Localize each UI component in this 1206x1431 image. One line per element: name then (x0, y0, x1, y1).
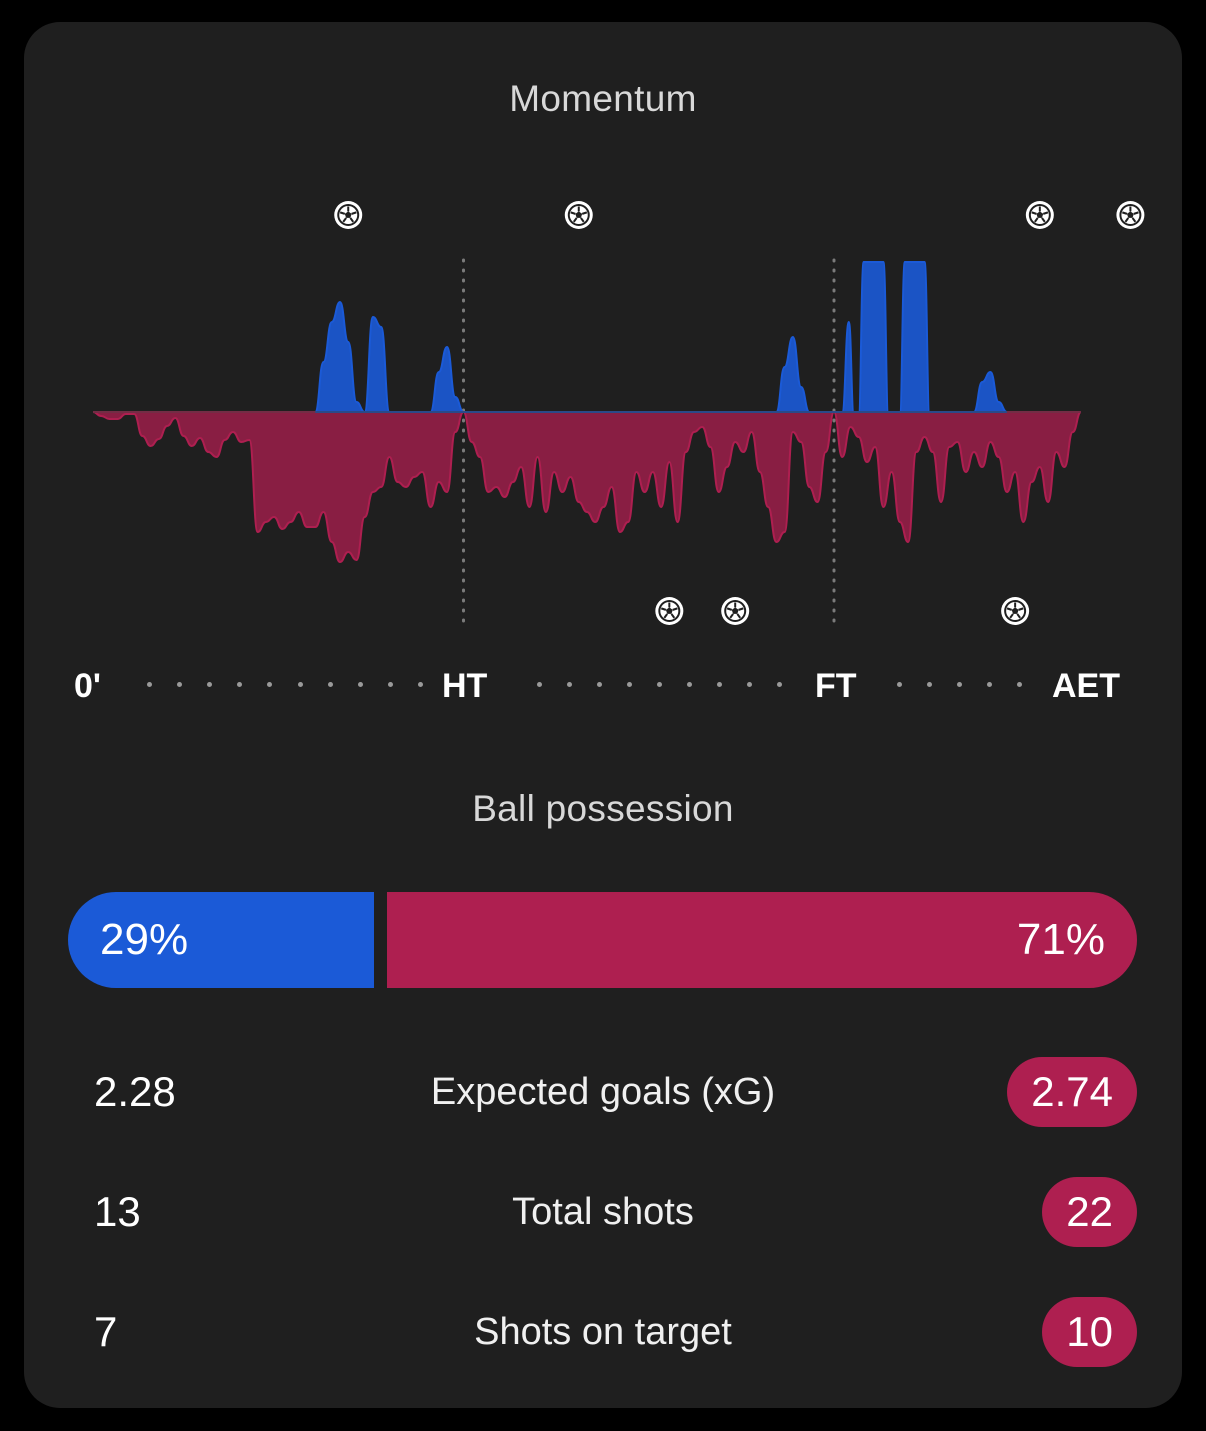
stat-label: Expected goals (xG) (430, 1071, 776, 1113)
timeline-label-half-time: HT (442, 667, 488, 705)
timeline-dot (327, 682, 333, 687)
stat-row-xg: 2.28 Expected goals (xG) 2.74 (0, 1057, 1206, 1127)
stat-row-shots-on-target: 7 Shots on target 10 (0, 1297, 1206, 1367)
timeline-dot (627, 682, 632, 687)
away-goal-soccer-ball-icon (1001, 597, 1030, 625)
possession-bar-away: 71% (387, 892, 1137, 988)
stat-away-badge: 22 (1042, 1177, 1137, 1247)
momentum-area-home (314, 261, 1008, 414)
timeline-dot (297, 682, 303, 687)
stat-label: Shots on target (474, 1311, 732, 1353)
stat-away-badge: 2.74 (1007, 1057, 1137, 1127)
timeline-label-after-extra-time: AET (1052, 667, 1120, 705)
timeline-dot (957, 682, 962, 687)
timeline-dot (687, 682, 692, 687)
stat-label: Total shots (512, 1191, 694, 1233)
timeline-label-full-time: FT (815, 667, 857, 705)
stat-home-value: 7 (94, 1308, 118, 1355)
timeline-dot (717, 682, 722, 687)
momentum-area-away (92, 410, 1082, 564)
timeline-dot (747, 682, 752, 687)
home-goal-soccer-ball-icon (1025, 201, 1054, 229)
match-stats-card (24, 22, 1182, 1408)
stat-home-value: 2.28 (94, 1068, 176, 1115)
momentum-chart (92, 201, 1145, 627)
timeline-dot (567, 682, 572, 687)
timeline-label-start: 0' (74, 667, 101, 705)
timeline-dot (177, 682, 183, 687)
momentum-title: Momentum (509, 78, 697, 119)
home-goal-soccer-ball-icon (334, 201, 363, 229)
away-goal-soccer-ball-icon (721, 597, 750, 625)
possession-bar-home: 29% (68, 892, 374, 988)
timeline-dot (147, 682, 152, 687)
stat-home-value: 13 (94, 1188, 141, 1235)
stat-away-badge: 10 (1042, 1297, 1137, 1367)
timeline-dot (237, 682, 243, 687)
timeline-dot (987, 682, 992, 687)
timeline-dot (1017, 682, 1022, 687)
timeline-dot (777, 682, 782, 687)
timeline-dot (537, 682, 542, 687)
away-goal-soccer-ball-icon (655, 597, 684, 625)
possession-away-value: 71% (1016, 915, 1105, 964)
timeline-dot (387, 682, 393, 687)
possession-home-value: 29% (100, 915, 189, 964)
timeline-dot (357, 682, 363, 687)
possession-title: Ball possession (472, 788, 734, 829)
home-goal-soccer-ball-icon (564, 201, 593, 229)
home-goal-soccer-ball-icon (1116, 201, 1145, 229)
timeline-dot (267, 682, 273, 687)
timeline-dot (207, 682, 213, 687)
timeline-dot (418, 682, 423, 687)
timeline-dot (897, 682, 902, 687)
timeline-dot (927, 682, 932, 687)
timeline-dot (597, 682, 602, 687)
timeline-dot (657, 682, 662, 687)
stat-row-total-shots: 13 Total shots 22 (0, 1177, 1206, 1247)
